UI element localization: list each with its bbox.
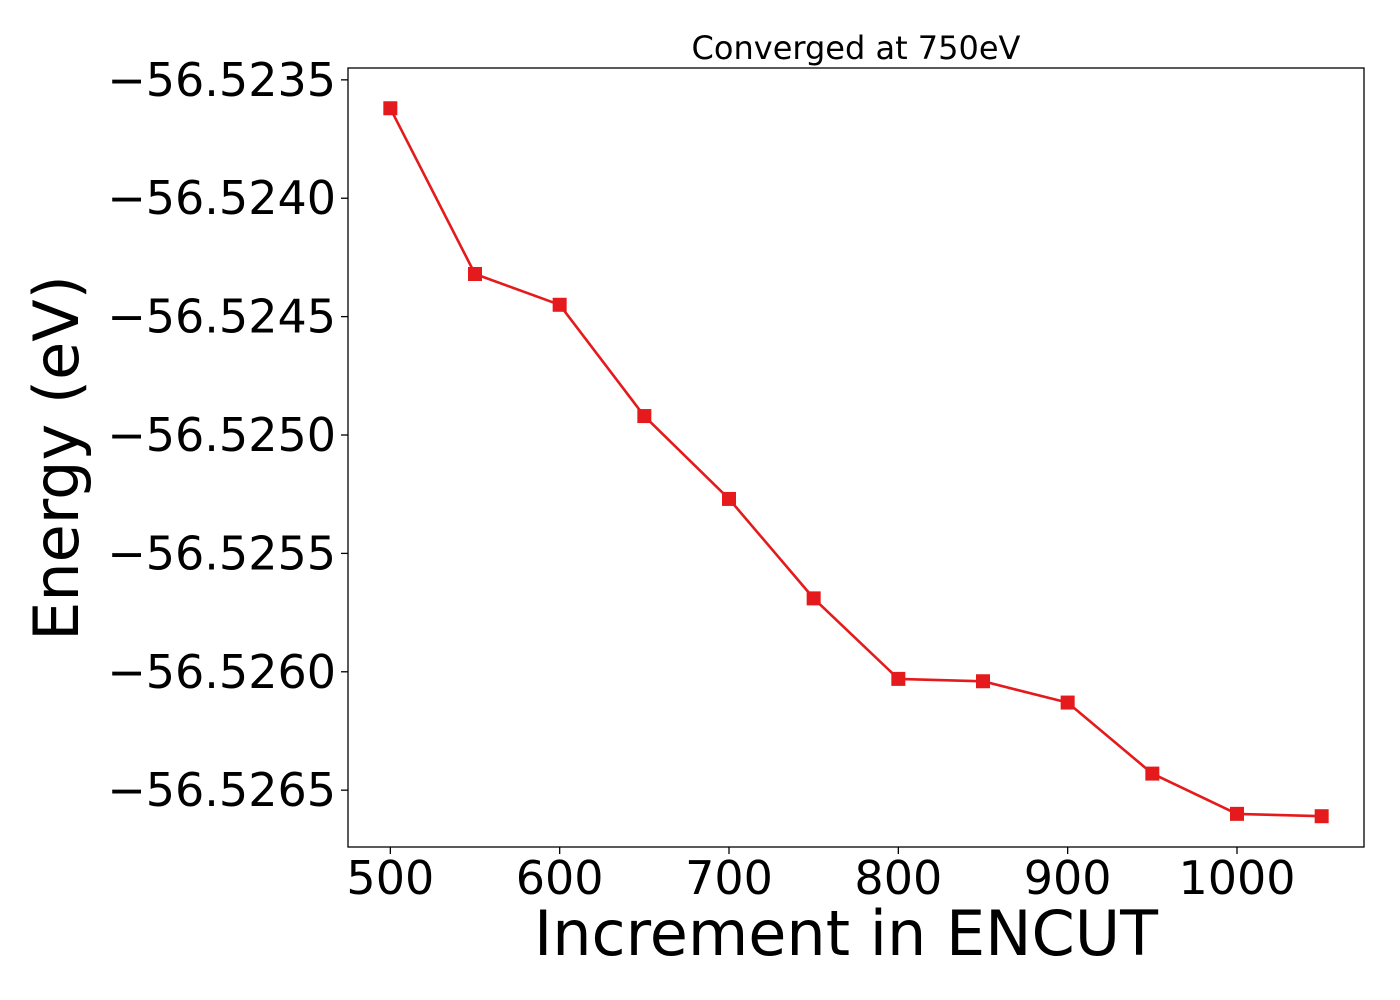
data-point-marker <box>976 674 990 689</box>
y-axis-label: Energy (eV) <box>20 275 93 641</box>
plot-area-frame <box>347 67 1365 848</box>
y-tick-label: −56.5255 <box>107 526 336 580</box>
y-tick-label: −56.5260 <box>107 645 336 699</box>
y-axis: −56.5235 −56.5240 −56.5245 −56.5250 −56.5255… <box>107 53 348 817</box>
x-tick-label: 800 <box>854 851 942 905</box>
x-tick-label: 1000 <box>1178 851 1295 905</box>
data-point-marker <box>552 297 567 312</box>
data-point-marker <box>1230 806 1244 821</box>
data-point-marker <box>1145 766 1160 781</box>
x-axis: 500 600 700 800 900 1000 <box>346 847 1296 905</box>
y-tick-label: −56.5240 <box>107 171 336 225</box>
y-tick-label: −56.5265 <box>107 763 336 817</box>
chart-title: Converged at 750eV <box>692 29 1021 67</box>
series-layer <box>383 101 1329 824</box>
data-point-marker <box>891 671 906 686</box>
data-point-marker <box>806 591 821 606</box>
x-tick-label: 500 <box>346 851 434 905</box>
data-point-marker <box>1060 695 1075 710</box>
x-tick-label: 600 <box>516 851 604 905</box>
y-tick-label: −56.5235 <box>107 53 336 107</box>
x-tick-label: 700 <box>685 851 773 905</box>
x-tick-label: 900 <box>1024 851 1112 905</box>
x-axis-label: Increment in ENCUT <box>534 897 1159 970</box>
data-point-marker <box>722 491 736 506</box>
y-tick-label: −56.5250 <box>107 408 336 462</box>
data-point-marker <box>637 409 652 424</box>
series-line <box>389 107 1322 818</box>
data-point-marker <box>1314 809 1329 824</box>
data-point-marker <box>468 266 482 281</box>
y-tick-label: −56.5245 <box>107 290 336 344</box>
data-point-marker <box>383 101 398 116</box>
